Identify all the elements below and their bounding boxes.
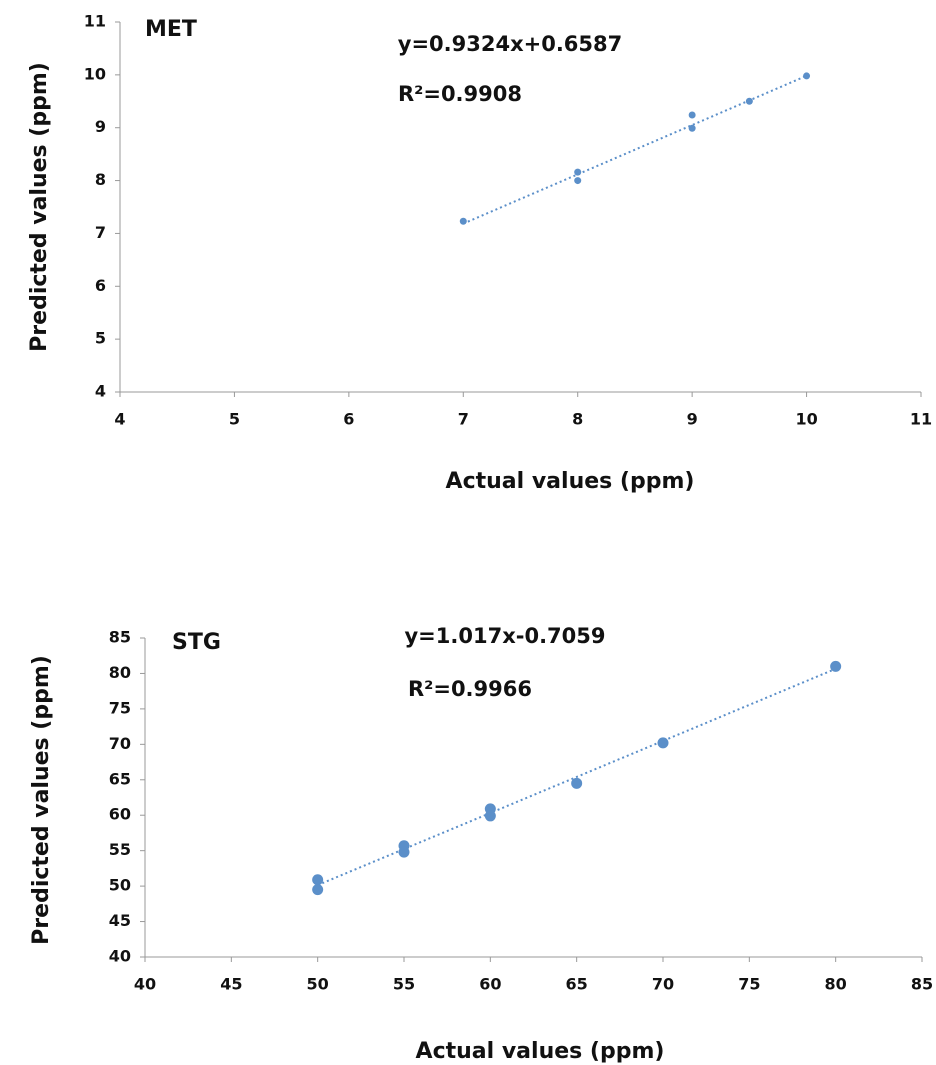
y-tick-label: 50 [109, 876, 131, 895]
point [571, 777, 583, 789]
y-tick-label: 8 [95, 170, 106, 189]
y-tick-label: 75 [109, 698, 131, 717]
x-tick-label: 11 [910, 410, 932, 429]
annotation: y=1.017x-0.7059 [404, 624, 605, 648]
trendline [317, 667, 837, 887]
point [459, 217, 467, 225]
x-tick-label: 9 [687, 410, 698, 429]
point [574, 168, 582, 176]
point [574, 177, 582, 185]
x-tick-label: 55 [393, 975, 415, 994]
x-tick-label: 70 [652, 975, 674, 994]
y-tick-label: 4 [95, 382, 106, 401]
y-tick-label: 5 [95, 329, 106, 348]
y-tick-label: 10 [84, 64, 106, 83]
x-tick-label: 4 [114, 410, 125, 429]
y-tick-label: 45 [109, 911, 131, 930]
annotation: y=0.9324x+0.6587 [398, 32, 623, 56]
x-tick-label: 60 [479, 975, 501, 994]
y-tick-label: 11 [84, 12, 106, 31]
point [657, 737, 669, 749]
y-tick-label: 40 [109, 947, 131, 966]
y-tick-label: 6 [95, 276, 106, 295]
chart-title: STG [172, 630, 221, 655]
point [688, 111, 696, 119]
chart-title: MET [145, 17, 197, 42]
x-tick-label: 80 [825, 975, 847, 994]
y-tick-label: 7 [95, 223, 106, 242]
x-tick-label: 65 [566, 975, 588, 994]
y-tick-label: 65 [109, 769, 131, 788]
x-tick-label: 10 [795, 410, 817, 429]
point [312, 884, 324, 896]
x-tick-label: 85 [911, 975, 933, 994]
y-tick-label: 70 [109, 734, 131, 753]
y-axis-title: Predicted values (ppm) [27, 62, 52, 352]
y-tick-label: 9 [95, 117, 106, 136]
y-axis-title: Predicted values (ppm) [29, 655, 54, 945]
x-tick-label: 40 [134, 975, 156, 994]
y-tick-label: 60 [109, 805, 131, 824]
x-tick-label: 75 [738, 975, 760, 994]
point [484, 810, 496, 822]
y-tick-label: 80 [109, 663, 131, 682]
x-tick-label: 50 [307, 975, 329, 994]
x-tick-label: 5 [229, 410, 240, 429]
point [803, 72, 811, 80]
point [398, 846, 410, 858]
x-tick-label: 8 [572, 410, 583, 429]
annotation: R²=0.9908 [398, 82, 522, 106]
point [688, 124, 696, 132]
x-axis-title: Actual values (ppm) [446, 469, 695, 494]
x-tick-label: 45 [220, 975, 242, 994]
x-axis-title: Actual values (ppm) [416, 1039, 665, 1064]
x-tick-label: 6 [343, 410, 354, 429]
point [745, 97, 753, 105]
annotation: R²=0.9966 [408, 677, 532, 701]
point [830, 660, 842, 672]
y-tick-label: 85 [109, 628, 131, 647]
y-tick-label: 55 [109, 840, 131, 859]
point [312, 874, 324, 886]
x-tick-label: 7 [458, 410, 469, 429]
